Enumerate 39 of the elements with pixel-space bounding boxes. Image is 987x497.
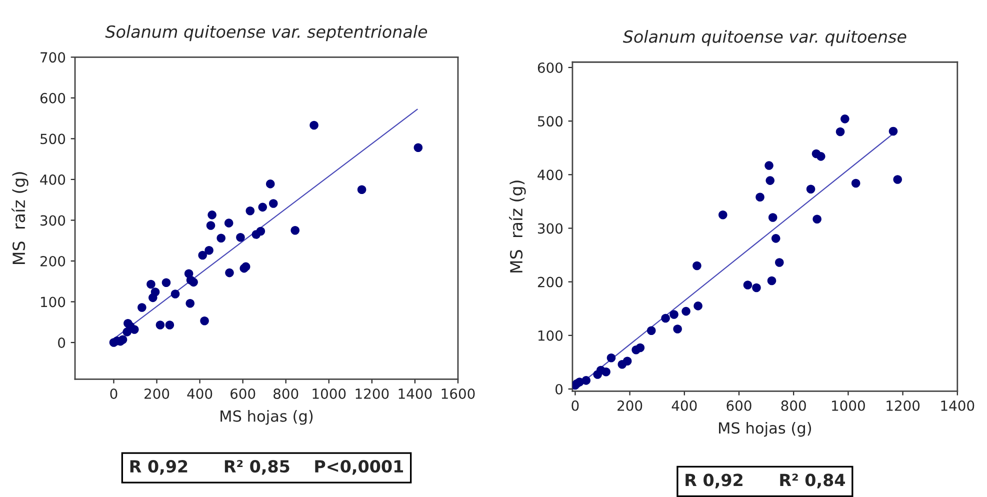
x-tick-label: 0 [110, 388, 118, 399]
y-tick-label: 200 [538, 276, 563, 288]
x-tick-label: 1600 [442, 388, 475, 399]
y-tick-label: 100 [538, 330, 563, 341]
x-tick-label: 600 [230, 388, 256, 399]
y-tick-label: 200 [40, 256, 66, 266]
x-tick-label: 1000 [832, 400, 865, 411]
x-axis-title: MS hojas (g) [220, 410, 313, 425]
x-tick-label: 0 [572, 400, 579, 411]
y-tick-label: 500 [538, 116, 563, 127]
x-tick-label: 1400 [941, 400, 974, 411]
x-tick-label: 400 [187, 388, 212, 399]
chart-title: Solanum quitoense var. quitoense [622, 30, 906, 46]
y-tick-label: 600 [538, 62, 563, 73]
y-tick-label: 300 [40, 215, 66, 226]
y-tick-label: 600 [40, 92, 66, 104]
y-tick-label: 0 [58, 337, 66, 348]
x-tick-label: 400 [672, 400, 697, 411]
y-tick-label: 100 [41, 296, 66, 308]
x-tick-label: 800 [781, 400, 806, 411]
y-tick-label: 500 [40, 134, 66, 144]
y-axis-title: MS raíz (g) [12, 172, 28, 264]
x-axis-title: MS hojas (g) [719, 422, 812, 437]
x-tick-label: 800 [274, 388, 298, 399]
y-tick-label: 400 [40, 174, 66, 185]
y-tick-label: 300 [538, 223, 563, 234]
text: R 0,92 R² 0,84 [686, 474, 845, 488]
y-axis-title: MS raíz (g) [509, 180, 526, 272]
x-tick-label: 1200 [356, 388, 389, 399]
x-tick-label: 1000 [312, 388, 346, 399]
x-tick-label: 1400 [398, 388, 432, 399]
chart-title: Solanum quitoense var. septentrionale [105, 25, 428, 42]
text: R 0,92 R² 0,85 P<0,0001 [130, 460, 404, 475]
x-tick-label: 200 [618, 400, 642, 411]
x-tick-label: 600 [726, 400, 752, 411]
x-tick-label: 1200 [886, 400, 920, 411]
y-tick-label: 400 [538, 170, 563, 180]
x-tick-label: 200 [144, 388, 170, 399]
y-tick-label: 700 [40, 52, 66, 63]
